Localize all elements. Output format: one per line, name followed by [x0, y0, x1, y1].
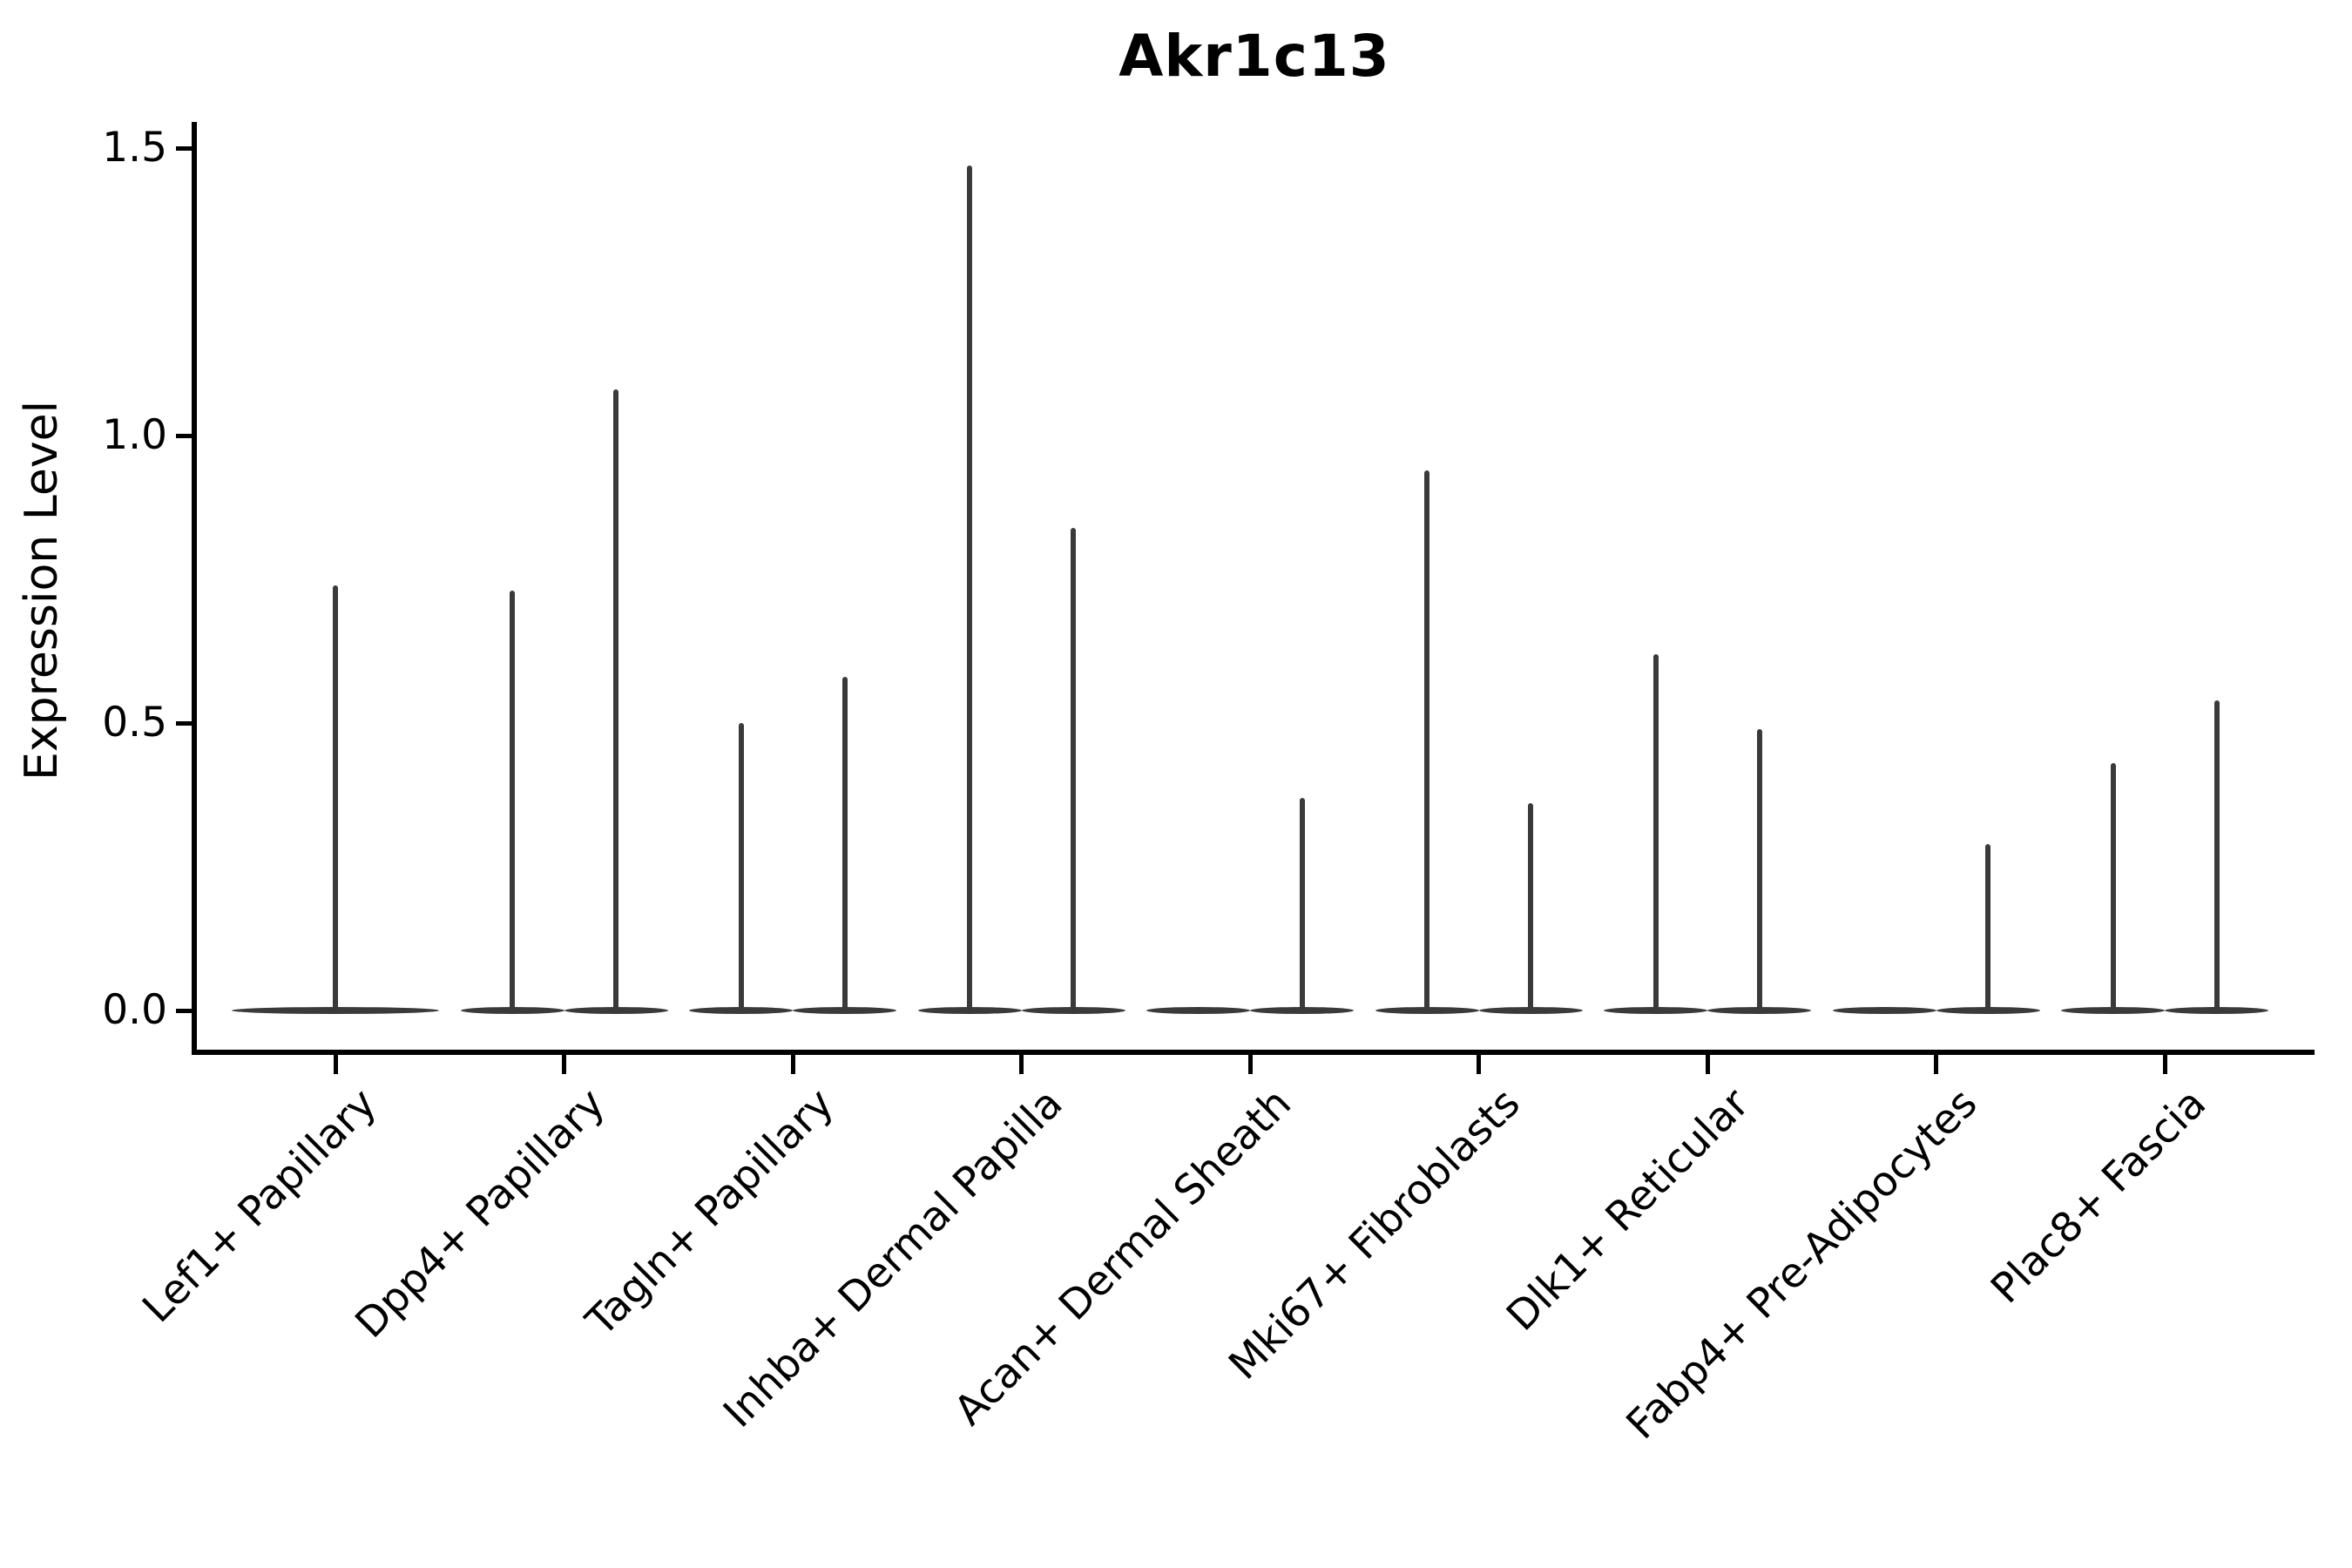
violin-spike	[1071, 527, 1076, 1010]
x-tick-label-text: Dpp4+ Papillary	[346, 1079, 615, 1348]
x-axis-tick	[790, 1055, 795, 1074]
y-tick-label: 1.0	[102, 411, 167, 459]
x-tick-label-text: Plac8+ Fascia	[1982, 1079, 2216, 1314]
y-axis-tick	[176, 720, 192, 726]
y-tick-label: 1.5	[102, 124, 167, 172]
violin-spike	[1756, 728, 1762, 1010]
x-axis-tick	[1705, 1055, 1710, 1074]
violin-spike	[1299, 797, 1305, 1010]
violin-spike	[1985, 843, 1990, 1010]
violin-spike	[613, 389, 618, 1010]
y-tick-label: 0.0	[102, 986, 167, 1034]
x-axis-tick	[562, 1055, 566, 1074]
violin-body	[2061, 1007, 2165, 1014]
violin-body	[564, 1007, 668, 1014]
violin-body	[232, 1007, 439, 1014]
violin-body	[689, 1007, 793, 1014]
violin-body	[2165, 1007, 2268, 1014]
x-axis-tick	[1247, 1055, 1253, 1074]
violin-body	[1146, 1007, 1250, 1014]
violin-spike	[510, 591, 515, 1010]
x-axis-tick	[1019, 1055, 1024, 1074]
violin-spike	[967, 165, 972, 1010]
x-axis-tick	[333, 1055, 338, 1074]
violin-body	[1832, 1007, 1936, 1014]
violin-body	[460, 1007, 564, 1014]
violin-spike	[2110, 763, 2116, 1010]
violin-spike	[333, 585, 338, 1010]
x-tick-label-text: Tagln+ Papillary	[577, 1079, 844, 1346]
violin-body	[1707, 1007, 1811, 1014]
x-axis-tick	[1934, 1055, 1938, 1074]
y-axis-spine	[192, 122, 197, 1054]
y-axis-tick	[176, 433, 192, 438]
violin-body	[793, 1007, 896, 1014]
x-tick-label-text: Dlk1+ Reticular	[1497, 1079, 1759, 1341]
violin-spike	[1424, 470, 1429, 1010]
violin-body	[1604, 1007, 1707, 1014]
violin-spike	[841, 677, 848, 1010]
y-axis-tick	[176, 1008, 192, 1013]
y-tick-label: 0.5	[102, 699, 167, 747]
chart-title: Akr1c13	[1119, 23, 1390, 90]
x-axis-spine	[192, 1050, 2315, 1055]
violin-spike	[1528, 803, 1533, 1010]
violin-spike	[738, 723, 744, 1010]
violin-body	[1375, 1007, 1479, 1014]
violin-spike	[2213, 700, 2220, 1010]
y-axis-tick	[176, 145, 192, 151]
x-axis-tick	[1477, 1055, 1481, 1074]
violin-spike	[1652, 653, 1659, 1010]
violin-body	[1021, 1007, 1125, 1014]
violin-body	[1478, 1007, 1583, 1014]
violin-body	[917, 1007, 1022, 1014]
y-axis-label: Expression Level	[16, 400, 68, 781]
x-axis-tick	[2162, 1055, 2167, 1074]
violin-body	[1936, 1007, 2040, 1014]
x-tick-label-text: Lef1+ Papillary	[133, 1079, 387, 1333]
violin-body	[1250, 1007, 1354, 1014]
